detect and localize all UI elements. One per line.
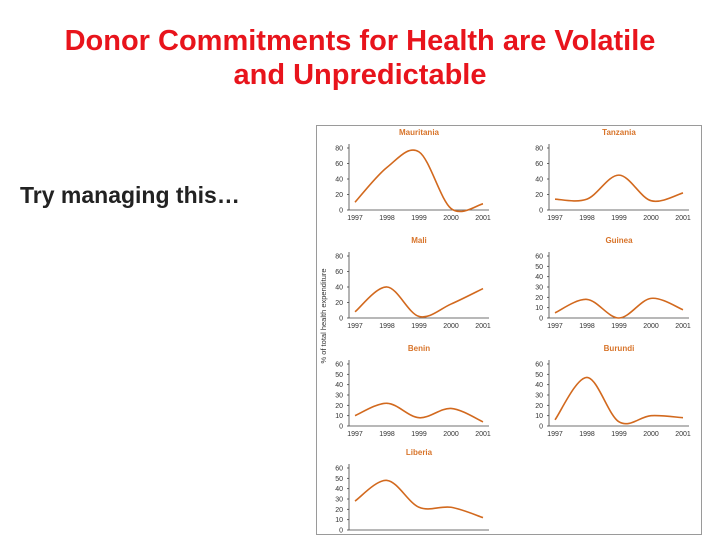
- x-tick-label-guinea: 2001: [675, 323, 691, 330]
- y-tick-label-guinea: 10: [535, 305, 543, 312]
- x-tick-label-benin: 1998: [379, 431, 395, 438]
- y-tick-label-burundi: 40: [535, 382, 543, 389]
- x-tick-label-mali: 1998: [379, 323, 395, 330]
- y-tick-label-liberia: 40: [335, 486, 343, 493]
- y-tick-label-mauritania: 40: [335, 177, 343, 184]
- y-tick-label-benin: 10: [335, 413, 343, 420]
- panel-title-mauritania: Mauritania: [399, 128, 440, 137]
- y-tick-label-mauritania: 60: [335, 161, 343, 168]
- x-tick-label-burundi: 1997: [547, 431, 563, 438]
- y-tick-label-liberia: 20: [335, 507, 343, 514]
- y-tick-label-mali: 40: [335, 285, 343, 292]
- panel-axes-guinea: [548, 252, 689, 319]
- x-tick-label-benin: 1999: [411, 431, 427, 438]
- y-tick-label-liberia: 50: [335, 476, 343, 483]
- y-tick-label-mali: 60: [335, 269, 343, 276]
- y-tick-label-mali: 0: [339, 316, 343, 323]
- x-tick-label-mauritania: 2000: [443, 215, 459, 222]
- x-tick-label-mauritania: 2001: [475, 215, 491, 222]
- x-tick-label-tanzania: 2001: [675, 215, 691, 222]
- x-tick-label-tanzania: 1997: [547, 215, 563, 222]
- series-line-mali: [354, 286, 484, 318]
- y-tick-label-guinea: 50: [535, 264, 543, 271]
- x-tick-label-mali: 1999: [411, 323, 427, 330]
- x-tick-label-tanzania: 1999: [611, 215, 627, 222]
- y-tick-label-mauritania: 80: [335, 146, 343, 153]
- x-tick-label-guinea: 1998: [579, 323, 595, 330]
- y-tick-label-mali: 80: [335, 254, 343, 261]
- y-tick-label-burundi: 60: [535, 362, 543, 369]
- series-line-benin: [354, 402, 484, 423]
- y-tick-label-mauritania: 20: [335, 192, 343, 199]
- panel-axes-mauritania: [348, 144, 489, 211]
- series-line-mauritania: [354, 149, 484, 213]
- y-tick-label-benin: 60: [335, 362, 343, 369]
- y-tick-label-guinea: 0: [539, 316, 543, 323]
- panel-axes-benin: [348, 360, 489, 427]
- x-tick-label-burundi: 1998: [579, 431, 595, 438]
- y-tick-label-benin: 0: [339, 424, 343, 431]
- shared-y-axis-label: % of total health expenditure: [319, 268, 328, 363]
- figure-svg: % of total health expenditure Mauritania…: [319, 128, 691, 535]
- slide-title: Donor Commitments for Health are Volatil…: [0, 24, 720, 92]
- x-tick-label-mauritania: 1997: [347, 215, 363, 222]
- panel-title-guinea: Guinea: [605, 236, 633, 245]
- y-tick-label-tanzania: 60: [535, 161, 543, 168]
- x-tick-label-mali: 1997: [347, 323, 363, 330]
- x-tick-label-benin: 2000: [443, 431, 459, 438]
- x-tick-label-mali: 2001: [475, 323, 491, 330]
- series-line-liberia: [354, 479, 484, 519]
- y-tick-label-liberia: 60: [335, 466, 343, 473]
- y-tick-label-guinea: 20: [535, 295, 543, 302]
- panel-title-tanzania: Tanzania: [602, 128, 636, 137]
- y-tick-label-mauritania: 0: [339, 208, 343, 215]
- slide-title-line-2: and Unpredictable: [233, 59, 487, 91]
- series-line-tanzania: [554, 174, 684, 203]
- panel-axes-liberia: [348, 464, 489, 531]
- x-tick-label-benin: 2001: [475, 431, 491, 438]
- y-tick-label-benin: 40: [335, 382, 343, 389]
- y-tick-label-benin: 50: [335, 372, 343, 379]
- series-line-guinea: [554, 297, 684, 319]
- x-tick-label-mali: 2000: [443, 323, 459, 330]
- x-tick-label-mauritania: 1998: [379, 215, 395, 222]
- y-tick-label-liberia: 0: [339, 528, 343, 535]
- y-tick-label-tanzania: 0: [539, 208, 543, 215]
- x-tick-label-burundi: 2000: [643, 431, 659, 438]
- slide-subtitle: Try managing this…: [20, 182, 240, 208]
- y-tick-label-guinea: 40: [535, 274, 543, 281]
- panel-title-burundi: Burundi: [604, 344, 635, 353]
- y-tick-label-burundi: 10: [535, 413, 543, 420]
- y-tick-label-liberia: 10: [335, 517, 343, 524]
- panel-title-liberia: Liberia: [406, 448, 433, 457]
- series-line-burundi: [554, 376, 684, 425]
- x-tick-label-guinea: 1997: [547, 323, 563, 330]
- x-tick-label-mauritania: 1999: [411, 215, 427, 222]
- x-tick-label-guinea: 2000: [643, 323, 659, 330]
- y-tick-label-burundi: 30: [535, 393, 543, 400]
- y-tick-label-tanzania: 20: [535, 192, 543, 199]
- panel-axes-mali: [348, 252, 489, 319]
- y-tick-label-tanzania: 40: [535, 177, 543, 184]
- y-tick-label-liberia: 30: [335, 497, 343, 504]
- x-tick-label-tanzania: 2000: [643, 215, 659, 222]
- x-tick-label-burundi: 2001: [675, 431, 691, 438]
- y-tick-label-burundi: 0: [539, 424, 543, 431]
- y-tick-label-burundi: 50: [535, 372, 543, 379]
- y-tick-label-benin: 20: [335, 403, 343, 410]
- y-tick-label-mali: 20: [335, 300, 343, 307]
- slide-title-line-1: Donor Commitments for Health are Volatil…: [64, 25, 656, 57]
- panel-title-benin: Benin: [408, 344, 430, 353]
- y-tick-label-tanzania: 80: [535, 146, 543, 153]
- y-tick-label-benin: 30: [335, 393, 343, 400]
- x-tick-label-burundi: 1999: [611, 431, 627, 438]
- y-tick-label-guinea: 30: [535, 285, 543, 292]
- small-multiples-figure: % of total health expenditure Mauritania…: [316, 125, 702, 535]
- x-tick-label-tanzania: 1998: [579, 215, 595, 222]
- y-tick-label-burundi: 20: [535, 403, 543, 410]
- x-tick-label-guinea: 1999: [611, 323, 627, 330]
- panel-title-mali: Mali: [411, 236, 427, 245]
- x-tick-label-benin: 1997: [347, 431, 363, 438]
- y-tick-label-guinea: 60: [535, 254, 543, 261]
